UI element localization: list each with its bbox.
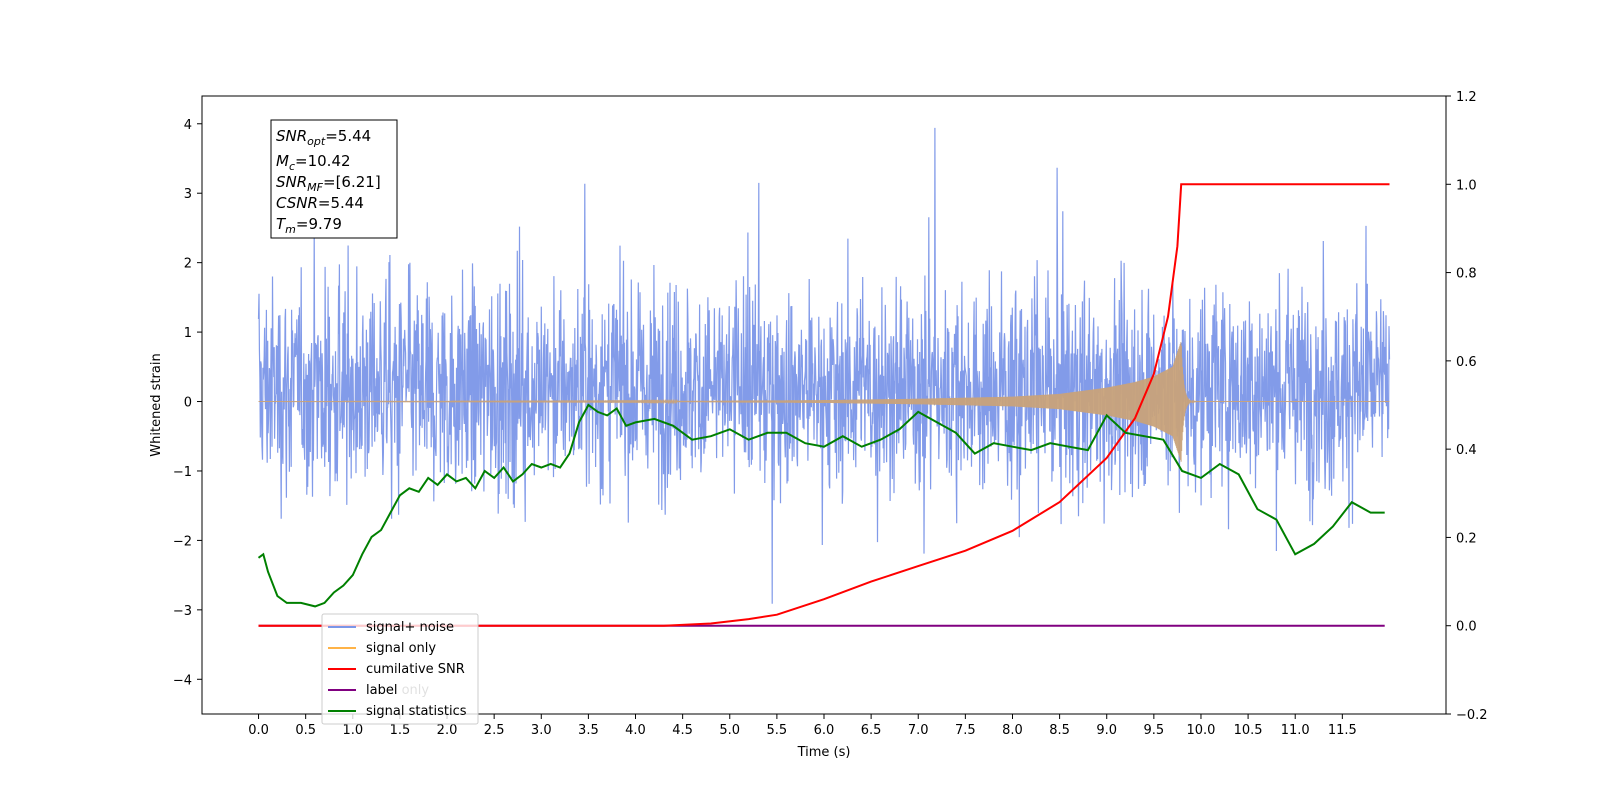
y-tick-label: 4: [184, 118, 192, 133]
y-tick-label: 3: [184, 187, 192, 202]
y-tick-label: −3: [173, 604, 192, 619]
legend-label-signal-only: signal only: [366, 641, 436, 656]
legend-label-signal-statistics: signal statistics: [366, 704, 467, 719]
legend: signal+ noise signal only cumilative SNR…: [321, 613, 479, 725]
y-axis-left: 4 3 2 1 0 −1 −2 −3 −4: [173, 118, 202, 688]
x-tick-label: 10.5: [1234, 723, 1263, 738]
x-tick-label: 8.0: [1002, 723, 1023, 738]
stat-snr-mf: SNRMF=[6.21]: [276, 173, 381, 194]
x-tick-label: 11.0: [1281, 723, 1310, 738]
stat-mc: Mc=10.42: [276, 152, 351, 173]
x-tick-label: 3.0: [531, 723, 552, 738]
y-tick-label: 0: [184, 396, 192, 411]
x-tick-label: 1.0: [342, 723, 363, 738]
stat-snr-opt: SNRopt=5.44: [276, 127, 371, 148]
y2-tick-label: 0.4: [1456, 443, 1477, 458]
y2-tick-label: 0.8: [1456, 267, 1477, 282]
y-tick-label: 1: [184, 326, 192, 341]
x-tick-label: 5.0: [719, 723, 740, 738]
x-tick-label: 9.0: [1096, 723, 1117, 738]
x-tick-label: 7.0: [908, 723, 929, 738]
y2-tick-label: 0.6: [1456, 355, 1477, 370]
y2-tick-label: 0.2: [1456, 531, 1477, 546]
legend-label-cumulative-snr: cumilative SNR: [366, 662, 465, 677]
y2-tick-label: 0.0: [1456, 620, 1477, 635]
x-tick-label: 1.5: [390, 723, 411, 738]
series-signal-only: [258, 342, 1390, 462]
x-tick-label: 10.0: [1186, 723, 1215, 738]
legend-label-label: label: [366, 683, 397, 698]
x-tick-label: 0.5: [295, 723, 316, 738]
x-tick-label: 0.0: [248, 723, 269, 738]
x-tick-label: 6.0: [814, 723, 835, 738]
x-tick-label: 4.0: [625, 723, 646, 738]
stats-box: SNRopt=5.44 Mc=10.42 SNRMF=[6.21] CSNR=5…: [270, 119, 398, 239]
x-tick-label: 5.5: [767, 723, 788, 738]
y-tick-label: −1: [173, 465, 192, 480]
x-tick-label: 2.5: [484, 723, 505, 738]
legend-frame: [321, 613, 479, 725]
x-tick-label: 9.5: [1144, 723, 1165, 738]
y2-tick-label: 1.2: [1456, 90, 1477, 105]
y-tick-label: −4: [173, 673, 192, 688]
stat-tm: Tm=9.79: [276, 215, 342, 236]
y2-tick-label: −0.2: [1456, 708, 1488, 723]
legend-label-signal-noise: signal+ noise: [366, 620, 454, 635]
x-tick-label: 8.5: [1049, 723, 1070, 738]
x-tick-label: 11.5: [1328, 723, 1357, 738]
signal-noise-trace: [257, 127, 1391, 604]
stat-csnr: CSNR=5.44: [276, 194, 364, 212]
x-tick-label: 3.5: [578, 723, 599, 738]
y-axis-right: 1.2 1.0 0.8 0.6 0.4 0.2 0.0 −0.2: [1446, 90, 1488, 723]
y-tick-label: −2: [173, 534, 192, 549]
x-tick-label: 6.5: [861, 723, 882, 738]
x-tick-label: 2.0: [437, 723, 458, 738]
x-tick-label: 4.5: [672, 723, 693, 738]
y-axis-title: Whitened strain: [149, 353, 164, 456]
legend-label-label-only: label only: [366, 683, 429, 698]
x-axis: 0.0 0.5 1.0 1.5 2.0 2.5 3.0 3.5 4.0 4.5 5.0 5.5 6.0 6…: [248, 714, 1357, 738]
signal-statistics-line: [257, 403, 1385, 608]
signal-only-trace: [258, 342, 1390, 462]
y2-tick-label: 1.0: [1456, 178, 1477, 193]
series-signal-noise: [257, 127, 1391, 604]
stats-box-frame: [270, 119, 398, 239]
cumulative-snr-line: [258, 183, 1390, 627]
x-tick-label: 7.5: [955, 723, 976, 738]
x-axis-title: Time (s): [797, 745, 851, 760]
y-tick-label: 2: [184, 257, 192, 272]
